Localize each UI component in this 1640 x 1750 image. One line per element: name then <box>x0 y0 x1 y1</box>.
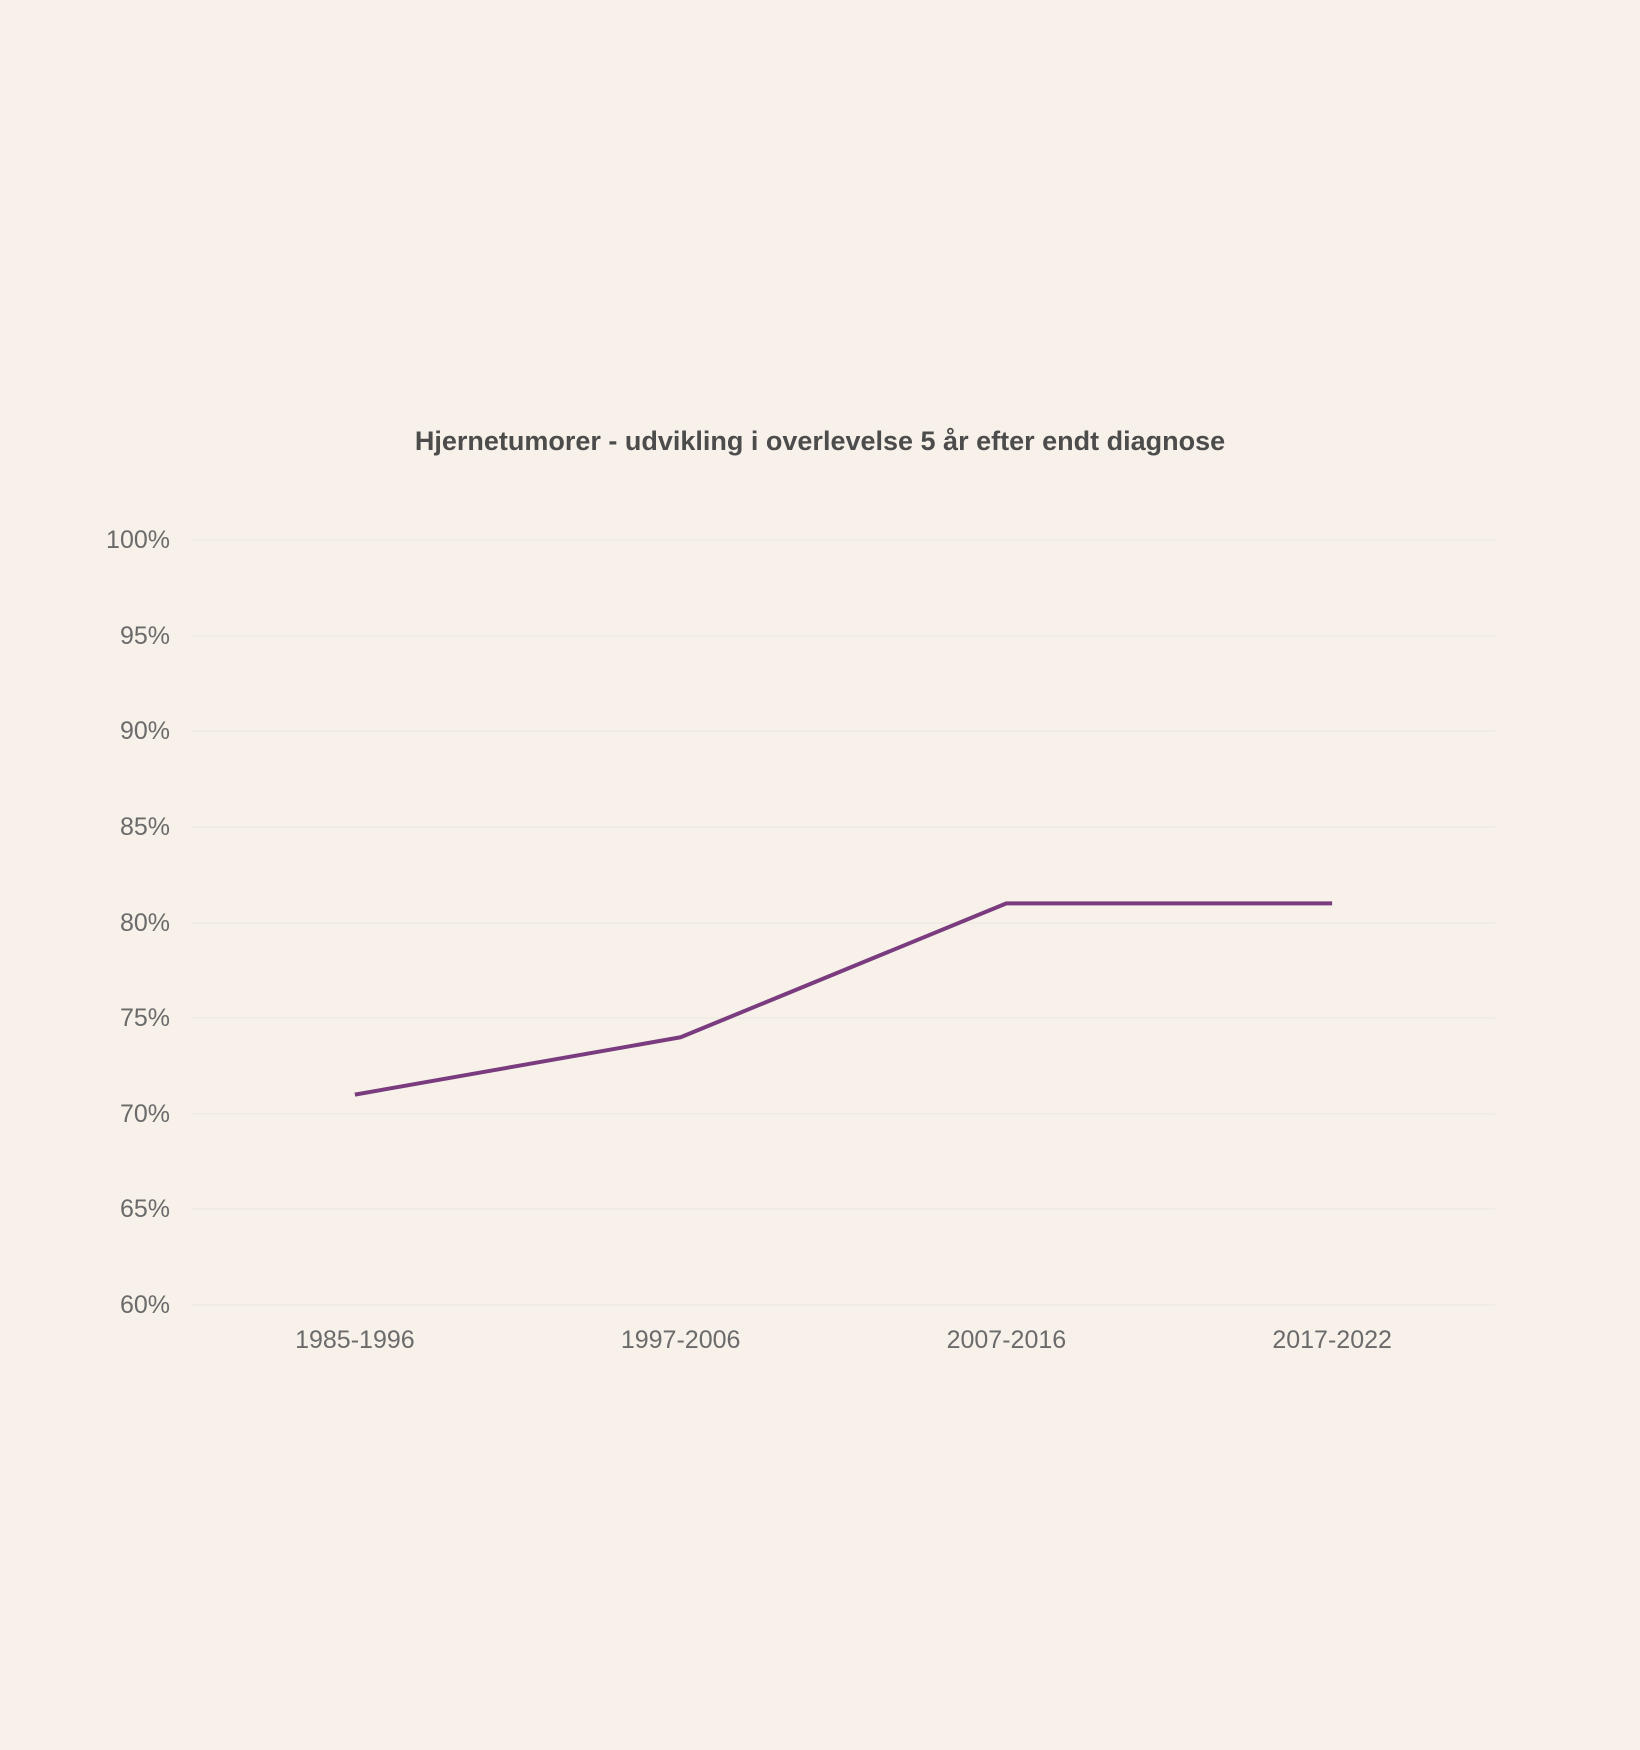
chart-title: Hjernetumorer - udvikling i overlevelse … <box>414 426 1226 456</box>
gridline <box>192 1304 1495 1306</box>
y-tick-label: 95% <box>119 621 170 650</box>
gridline <box>192 539 1495 541</box>
y-tick-label: 70% <box>119 1099 170 1128</box>
x-tick-label: 1997-2006 <box>620 1326 741 1354</box>
gridline <box>192 1208 1495 1211</box>
y-tick-label: 100% <box>106 526 170 554</box>
y-tick-label: 75% <box>119 1004 170 1033</box>
gridline <box>192 921 1495 924</box>
x-tick-label: 2007-2016 <box>946 1326 1067 1354</box>
gridline <box>192 825 1495 828</box>
series-line <box>354 901 1333 1097</box>
y-tick-label: 85% <box>119 812 170 841</box>
y-tick-label: 80% <box>119 908 170 937</box>
x-tick-label: 2017-2022 <box>1272 1326 1392 1354</box>
gridline <box>192 730 1495 733</box>
gridline <box>192 1112 1495 1115</box>
y-tick-label: 60% <box>119 1291 170 1319</box>
y-tick-label: 90% <box>119 717 170 746</box>
y-tick-label: 65% <box>119 1195 170 1224</box>
gridline <box>192 1017 1495 1020</box>
x-tick-label: 1985-1996 <box>295 1326 415 1354</box>
gridline <box>192 634 1495 637</box>
